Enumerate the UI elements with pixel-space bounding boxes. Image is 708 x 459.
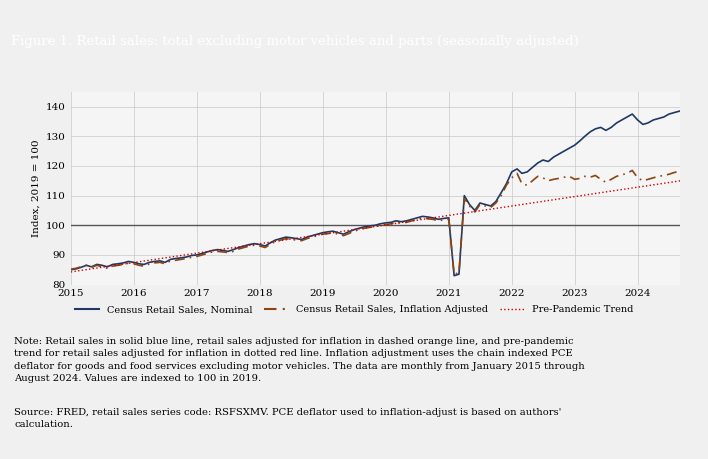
Text: Figure 1. Retail sales: total excluding motor vehicles and parts (seasonally adj: Figure 1. Retail sales: total excluding … bbox=[11, 35, 578, 48]
Text: Note: Retail sales in solid blue line, retail sales adjusted for inflation in da: Note: Retail sales in solid blue line, r… bbox=[14, 337, 585, 383]
Y-axis label: Index, 2019 = 100: Index, 2019 = 100 bbox=[32, 140, 40, 237]
Text: 119.9: 119.9 bbox=[0, 458, 1, 459]
Legend: Census Retail Sales, Nominal, Census Retail Sales, Inflation Adjusted, Pre-Pande: Census Retail Sales, Nominal, Census Ret… bbox=[71, 302, 637, 318]
Text: 140.1: 140.1 bbox=[0, 458, 1, 459]
Text: Source: FRED, retail sales series code: RSFSXMV. PCE deflator used to inflation-: Source: FRED, retail sales series code: … bbox=[14, 408, 561, 429]
